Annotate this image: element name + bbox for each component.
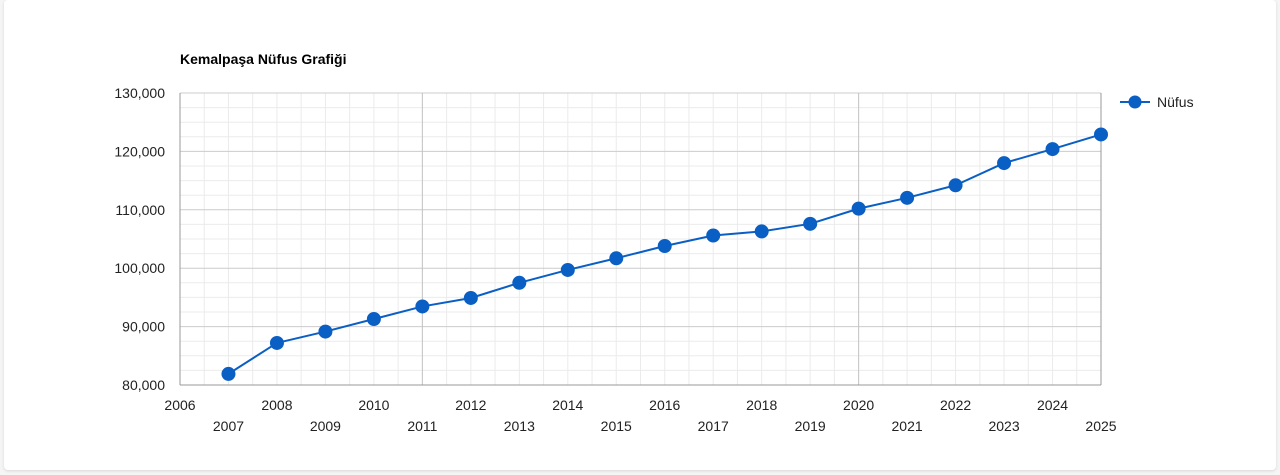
y-tick-label: 100,000 [114, 260, 165, 276]
x-tick-label: 2023 [988, 418, 1019, 434]
minor-gridlines [180, 93, 1101, 385]
x-tick-label: 2012 [455, 397, 486, 413]
legend[interactable]: Nüfus [1120, 94, 1194, 110]
legend-label: Nüfus [1157, 94, 1194, 110]
data-point [657, 239, 672, 254]
x-tick-label: 2007 [213, 418, 244, 434]
y-tick-label: 130,000 [114, 85, 165, 101]
x-tick-label: 2018 [746, 397, 777, 413]
data-point [221, 366, 236, 381]
x-tick-label: 2021 [892, 418, 923, 434]
data-point [754, 224, 769, 239]
data-point [463, 290, 478, 305]
data-point [948, 178, 963, 193]
legend-marker [1128, 95, 1142, 109]
x-tick-label: 2017 [698, 418, 729, 434]
x-tick-label: 2008 [261, 397, 292, 413]
axes [179, 93, 1102, 386]
y-tick-label: 110,000 [115, 202, 165, 218]
series-layer [221, 127, 1108, 381]
data-point [318, 324, 333, 339]
x-tick-label: 2014 [552, 397, 583, 413]
data-point [609, 251, 624, 266]
x-tick-label: 2025 [1085, 418, 1116, 434]
data-point [851, 201, 866, 216]
data-point [803, 216, 818, 231]
data-point [415, 299, 430, 314]
data-point [1045, 142, 1060, 157]
y-tick-label: 120,000 [114, 143, 165, 159]
x-tick-label: 2013 [504, 418, 535, 434]
x-tick-label: 2006 [164, 397, 195, 413]
data-point [997, 156, 1012, 171]
x-tick-label: 2024 [1037, 397, 1068, 413]
data-point [560, 262, 575, 277]
x-tick-label: 2020 [843, 397, 874, 413]
x-tick-label: 2022 [940, 397, 971, 413]
x-tick-label: 2009 [310, 418, 341, 434]
data-point [512, 275, 527, 290]
data-point [269, 335, 284, 350]
x-tick-label: 2015 [601, 418, 632, 434]
y-axis-labels: 80,000 90,000 100,000 110,000 120,000 130,000 [114, 85, 165, 393]
y-tick-label: 90,000 [122, 319, 165, 335]
x-tick-label: 2011 [407, 418, 437, 434]
data-point [706, 228, 721, 243]
chart-title: Kemalpaşa Nüfus Grafiği [180, 51, 347, 67]
data-point [900, 190, 915, 205]
data-point [1094, 127, 1108, 142]
x-tick-label: 2016 [649, 397, 680, 413]
x-axis-labels: 2006 2007 2008 2009 2010 2011 2012 2013 2014 2015… [164, 397, 1116, 434]
x-tick-label: 2010 [358, 397, 389, 413]
data-point [366, 312, 381, 327]
y-tick-label: 80,000 [122, 377, 165, 393]
x-tick-label: 2019 [795, 418, 826, 434]
